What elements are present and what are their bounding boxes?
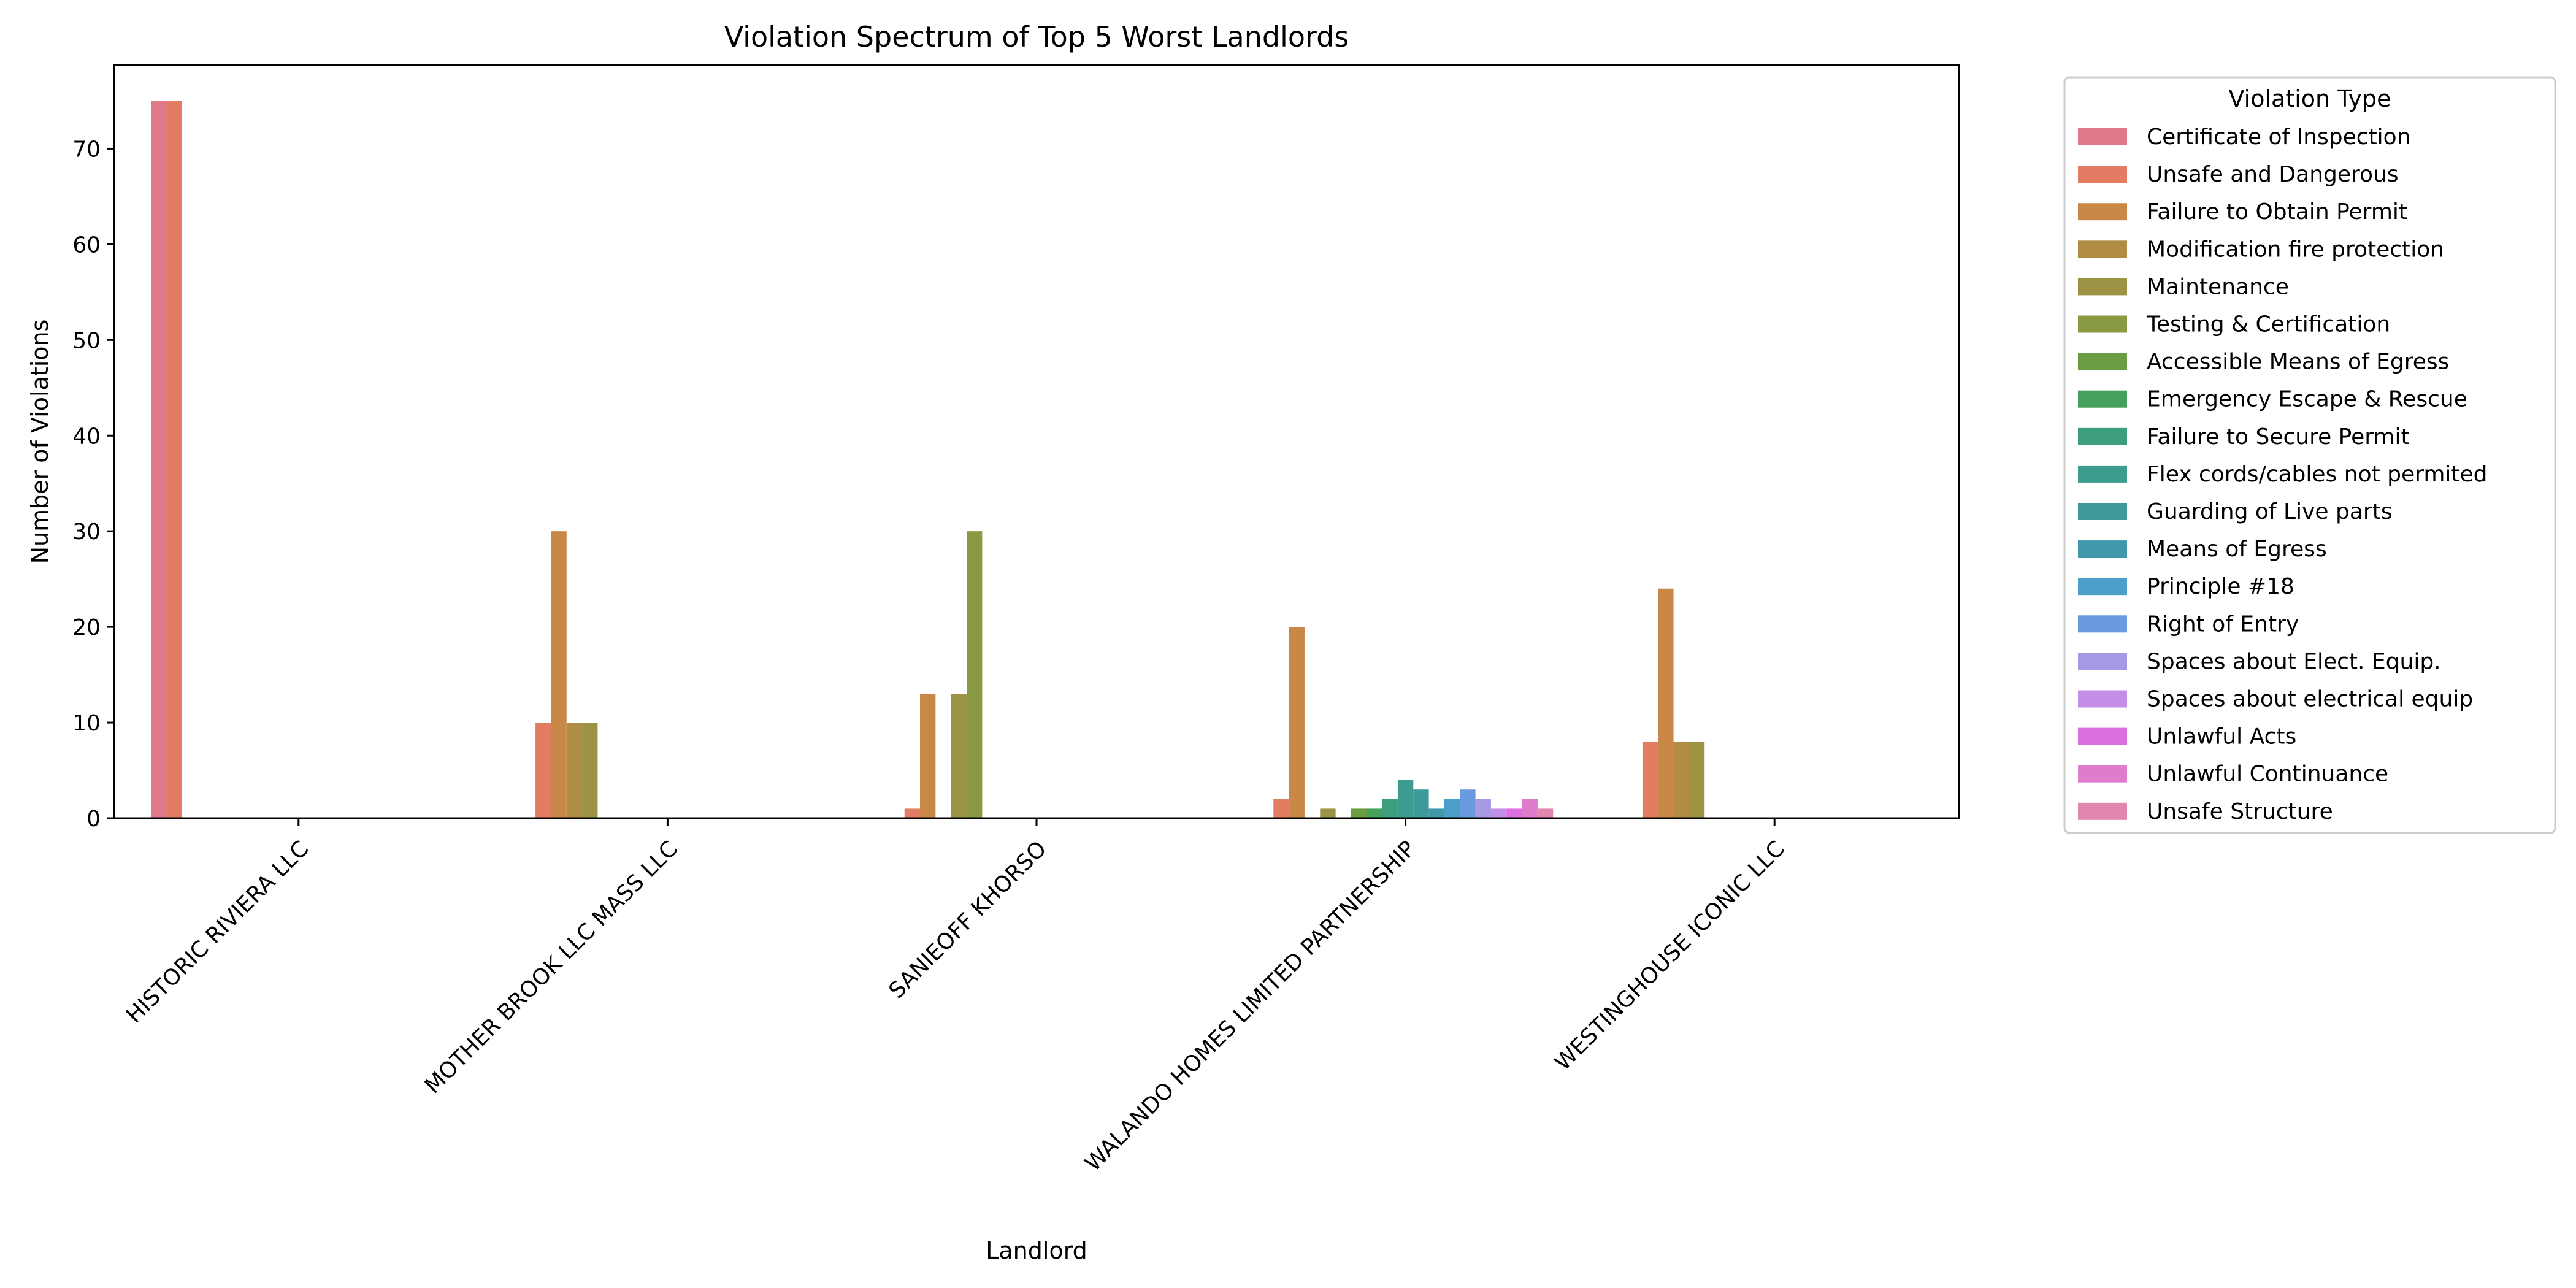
legend-frame <box>2063 76 2556 834</box>
legend-label: Unlawful Acts <box>2147 724 2296 749</box>
legend-swatch <box>2078 765 2127 783</box>
bar <box>1506 808 1522 818</box>
legend-swatch <box>2078 465 2127 483</box>
y-tick-label: 40 <box>72 424 101 449</box>
y-tick-label: 20 <box>72 615 101 640</box>
bar <box>904 808 921 818</box>
bar <box>551 531 567 818</box>
bar <box>1537 808 1554 818</box>
legend-label: Accessible Means of Egress <box>2147 350 2449 375</box>
y-tick-label: 50 <box>72 328 101 353</box>
bar <box>1460 789 1476 818</box>
bars-layer <box>151 101 1705 819</box>
bar <box>920 694 936 818</box>
legend-swatch <box>2078 203 2127 221</box>
legend-label: Guarding of Live parts <box>2147 499 2393 524</box>
legend-label: Failure to Obtain Permit <box>2147 199 2407 224</box>
legend-swatch <box>2078 802 2127 820</box>
bar <box>1273 799 1289 818</box>
bar <box>1642 742 1658 818</box>
bar <box>151 101 167 819</box>
bar <box>1382 799 1398 818</box>
legend-label: Principle #18 <box>2147 574 2294 599</box>
legend-label: Means of Egress <box>2147 537 2327 562</box>
bar <box>1397 780 1414 818</box>
legend-label: Right of Entry <box>2147 611 2299 637</box>
x-axis-label: Landlord <box>986 1237 1087 1264</box>
plot-area-frame <box>113 64 1960 819</box>
legend-label: Spaces about Elect. Equip. <box>2147 649 2441 674</box>
legend-swatch <box>2078 578 2127 596</box>
bar <box>1658 588 1674 818</box>
bar <box>1475 799 1491 818</box>
bar <box>1689 742 1705 818</box>
bar <box>1320 808 1336 818</box>
legend-label: Maintenance <box>2147 274 2289 299</box>
legend-title: Violation Type <box>2229 85 2391 112</box>
legend-items: Certificate of Inspection Unsafe and Dang… <box>2078 125 2488 824</box>
y-axis: 0 10 20 30 40 50 60 70 <box>72 137 114 832</box>
legend-label: Flex cords/cables not permited <box>2147 462 2488 487</box>
bar <box>967 531 983 818</box>
bar <box>582 723 598 818</box>
legend-swatch <box>2078 315 2127 333</box>
legend-label: Unsafe Structure <box>2147 799 2333 824</box>
bar <box>1367 808 1382 818</box>
y-tick-label: 70 <box>72 137 101 162</box>
legend-label: Unsafe and Dangerous <box>2147 162 2399 187</box>
legend-label: Testing & Certification <box>2146 312 2390 337</box>
legend-label: Certificate of Inspection <box>2147 125 2411 150</box>
bar <box>1522 799 1538 818</box>
bar <box>535 723 551 818</box>
legend-label: Unlawful Continuance <box>2147 762 2388 787</box>
y-tick-label: 0 <box>86 807 101 832</box>
legend-swatch <box>2078 278 2127 296</box>
bar <box>951 694 967 818</box>
legend-label: Modification fire protection <box>2147 237 2444 262</box>
legend-swatch <box>2078 353 2127 370</box>
y-tick-label: 10 <box>72 711 101 736</box>
legend-swatch <box>2078 653 2127 670</box>
legend: Violation Type Certificate of Inspection… <box>2063 76 2556 834</box>
bar <box>1351 808 1367 818</box>
y-tick-label: 30 <box>72 519 101 545</box>
bar <box>566 723 583 818</box>
bar <box>1673 742 1689 818</box>
legend-swatch <box>2078 128 2127 145</box>
legend-swatch <box>2078 540 2127 558</box>
legend-label: Failure to Secure Permit <box>2147 424 2410 450</box>
legend-swatch <box>2078 240 2127 258</box>
bar <box>1444 799 1460 818</box>
legend-swatch <box>2078 503 2127 520</box>
bar <box>1490 808 1507 818</box>
bar <box>1428 808 1444 818</box>
legend-swatch <box>2078 427 2127 445</box>
legend-label: Emergency Escape & Rescue <box>2147 387 2467 412</box>
legend-swatch <box>2078 727 2127 745</box>
legend-label: Spaces about electrical equip <box>2147 687 2473 712</box>
bar <box>1289 627 1305 818</box>
legend-swatch <box>2078 690 2127 708</box>
legend-swatch <box>2078 615 2127 633</box>
legend-swatch <box>2078 390 2127 408</box>
y-axis-label: Number of Violations <box>26 320 53 564</box>
legend-swatch <box>2078 166 2127 183</box>
bar <box>166 101 182 819</box>
y-tick-label: 60 <box>72 232 101 258</box>
bar <box>1413 789 1429 818</box>
chart-title: Violation Spectrum of Top 5 Worst Landlo… <box>724 20 1349 53</box>
